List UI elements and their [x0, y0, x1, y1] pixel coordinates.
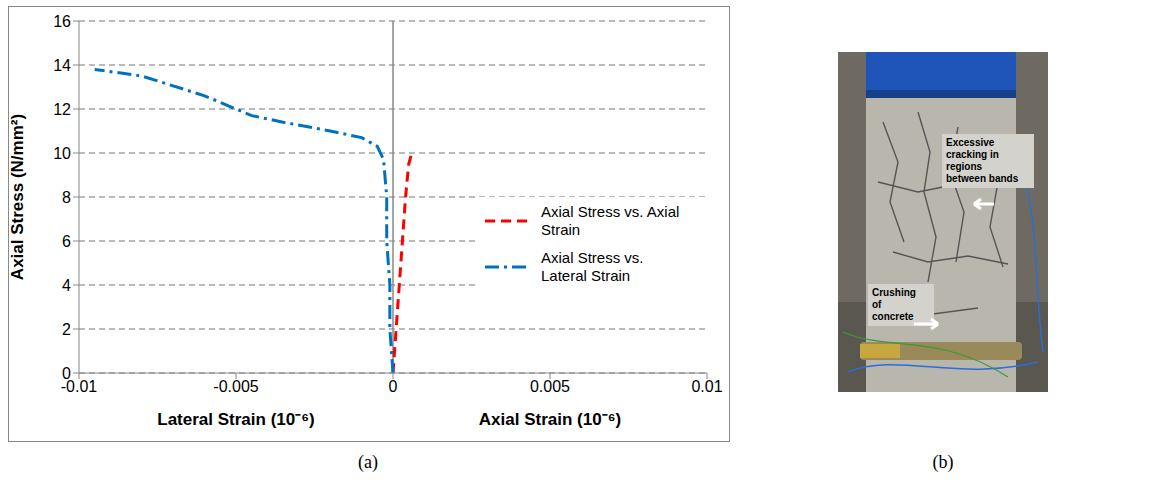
html-text:Lateral Strain (10⁻⁶): Lateral Strain (10⁻⁶) [157, 410, 315, 429]
svg-text:4: 4 [62, 277, 71, 294]
svg-text:16: 16 [53, 13, 71, 30]
svg-text:8: 8 [62, 189, 71, 206]
svg-text:14: 14 [53, 57, 71, 74]
svg-text:2: 2 [62, 321, 71, 338]
html-text:Axial Stress vs. Axial Strain: Axial Stress vs. Axial Strain [541, 203, 680, 238]
svg-text:Crushingofconcrete: Crushingofconcrete [872, 287, 916, 322]
svg-text:0: 0 [62, 365, 71, 382]
svg-text:6: 6 [62, 233, 71, 250]
svg-text:12: 12 [53, 101, 71, 118]
html-text:(a): (a) [358, 452, 378, 472]
svg-text:10: 10 [53, 145, 71, 162]
svg-text:0.01: 0.01 [691, 378, 722, 395]
svg-text:0.005: 0.005 [530, 378, 570, 395]
html-text:Axial Strain (10⁻⁶): Axial Strain (10⁻⁶) [478, 410, 622, 429]
svg-text:-0.01: -0.01 [60, 378, 98, 396]
html-text:Axial Stress vs. Lateral Strai: Axial Stress vs. Lateral Strain [541, 249, 644, 284]
svg-text:-0.005: -0.005 [213, 378, 258, 395]
svg-text:Axial Stress (N/mm²): Axial Stress (N/mm²) [9, 114, 27, 280]
svg-text:0: 0 [389, 378, 398, 395]
svg-text:Excessivecracking inregionsbet: Excessivecracking inregionsbetween bands [946, 137, 1019, 184]
html-text:(b): (b) [932, 452, 954, 472]
